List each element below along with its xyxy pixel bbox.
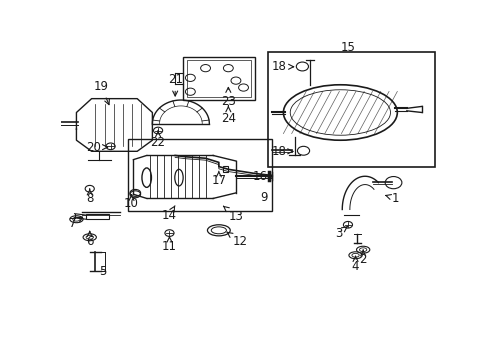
Text: 16: 16 bbox=[253, 170, 268, 183]
Text: 22: 22 bbox=[150, 131, 166, 149]
Text: 15: 15 bbox=[341, 41, 355, 54]
Bar bbox=[183, 57, 255, 100]
Text: 21: 21 bbox=[168, 73, 183, 96]
Text: 6: 6 bbox=[86, 231, 94, 248]
Text: 2: 2 bbox=[359, 250, 367, 266]
Text: 10: 10 bbox=[124, 195, 139, 211]
Text: 5: 5 bbox=[99, 265, 107, 278]
Text: 17: 17 bbox=[211, 171, 226, 187]
Text: 4: 4 bbox=[352, 256, 359, 273]
Text: 18: 18 bbox=[272, 60, 294, 73]
Text: 9: 9 bbox=[261, 190, 268, 203]
Bar bbox=[128, 139, 272, 211]
Text: 3: 3 bbox=[335, 226, 347, 240]
Text: 18: 18 bbox=[272, 145, 293, 158]
Bar bbox=[86, 214, 109, 219]
Bar bbox=[187, 60, 251, 97]
Text: 11: 11 bbox=[162, 237, 177, 253]
Text: 8: 8 bbox=[86, 189, 94, 205]
Text: 1: 1 bbox=[386, 192, 399, 205]
Text: 12: 12 bbox=[227, 232, 247, 248]
Bar bbox=[268, 51, 435, 167]
Bar bbox=[223, 166, 227, 172]
Text: 24: 24 bbox=[221, 106, 236, 125]
Text: 14: 14 bbox=[162, 206, 177, 221]
Text: 7: 7 bbox=[69, 217, 82, 230]
Text: 23: 23 bbox=[221, 87, 236, 108]
Text: 20: 20 bbox=[86, 141, 107, 154]
Text: 19: 19 bbox=[94, 80, 109, 105]
Text: 13: 13 bbox=[223, 206, 244, 223]
